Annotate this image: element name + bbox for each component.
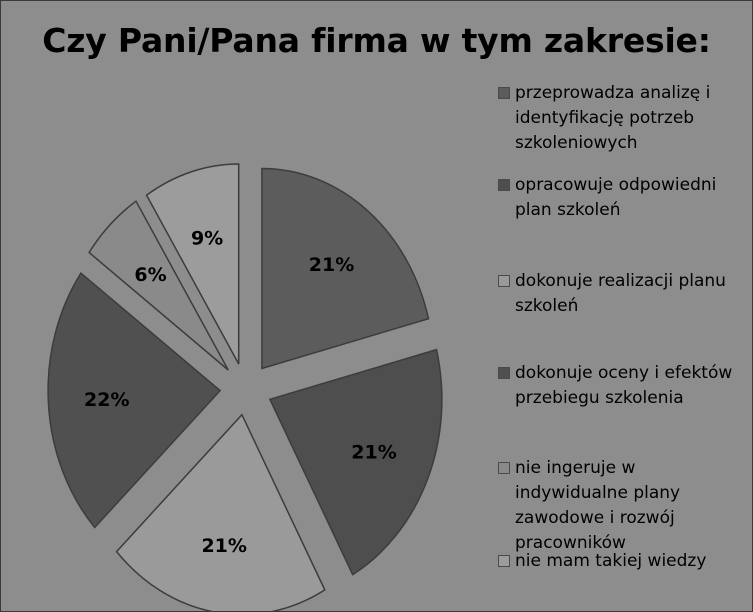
legend-label: dokonuje oceny i efektów przebiegu szkol… bbox=[515, 363, 733, 408]
pie-slice bbox=[115, 413, 326, 611]
pie-slice bbox=[145, 163, 240, 365]
legend-swatch bbox=[498, 275, 510, 287]
pie-slice bbox=[47, 271, 222, 529]
legend-label: przeprowadza analizę i identyfikację pot… bbox=[515, 83, 711, 153]
legend-swatch bbox=[498, 555, 510, 567]
slice-data-label: 21% bbox=[201, 535, 246, 557]
legend-swatch bbox=[498, 179, 510, 191]
legend-item: nie mam takiej wiedzy bbox=[498, 549, 748, 574]
legend-swatch bbox=[498, 367, 510, 379]
legend-label: opracowuje odpowiedni plan szkoleń bbox=[515, 175, 717, 220]
slice-data-label: 22% bbox=[84, 389, 129, 411]
slice-data-label: 6% bbox=[134, 264, 166, 286]
pie-slice bbox=[88, 200, 229, 371]
slice-data-label: 9% bbox=[191, 227, 223, 249]
legend-item: przeprowadza analizę i identyfikację pot… bbox=[498, 81, 748, 156]
chart-title: Czy Pani/Pana firma w tym zakresie: bbox=[42, 21, 711, 60]
legend-item: opracowuje odpowiedni plan szkoleń bbox=[498, 173, 748, 223]
legend-item: dokonuje realizacji planu szkoleń bbox=[498, 269, 748, 319]
legend-label: dokonuje realizacji planu szkoleń bbox=[515, 271, 726, 316]
legend-swatch bbox=[498, 87, 510, 99]
slice-data-label: 21% bbox=[309, 254, 354, 276]
legend-item: nie ingeruje w indywidualne plany zawodo… bbox=[498, 456, 748, 556]
slice-data-label: 21% bbox=[351, 442, 396, 464]
pie-slice bbox=[261, 167, 430, 370]
legend-swatch bbox=[498, 462, 510, 474]
pie-slice bbox=[268, 348, 443, 576]
legend-item: dokonuje oceny i efektów przebiegu szkol… bbox=[498, 361, 748, 411]
legend-label: nie mam takiej wiedzy bbox=[515, 551, 707, 571]
legend-label: nie ingeruje w indywidualne plany zawodo… bbox=[515, 458, 681, 553]
